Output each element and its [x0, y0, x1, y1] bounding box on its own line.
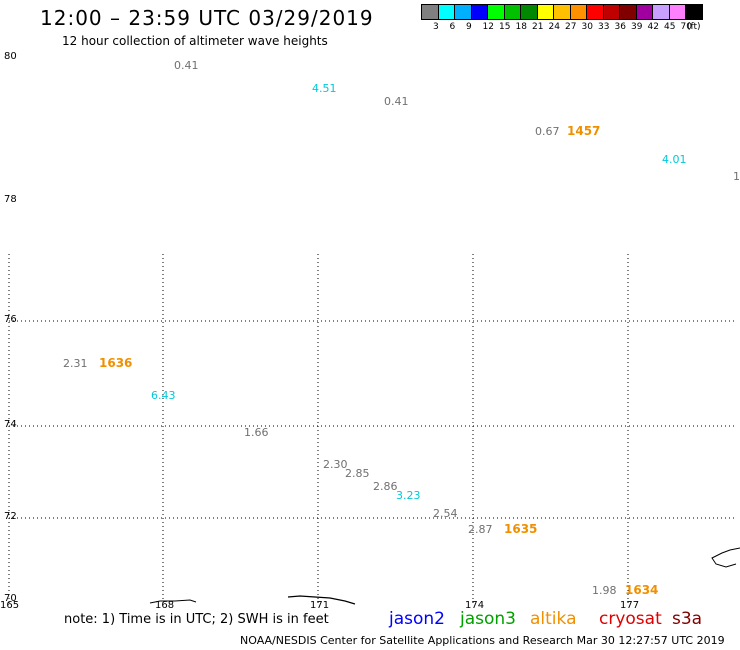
legend-swatch: [619, 4, 637, 20]
wave-height-value: 0.41: [174, 59, 199, 72]
satellite-jason3: jason3: [460, 609, 516, 629]
legend-label: 6: [449, 22, 456, 32]
lon-label-174: 174: [465, 600, 485, 611]
wave-height-value: 2.54: [433, 507, 458, 520]
wave-height-value: 1.98: [592, 584, 617, 597]
lon-label-171: 171: [310, 600, 330, 611]
legend-swatch: [586, 4, 604, 20]
wave-height-value: 1: [733, 170, 740, 183]
units-note: note: 1) Time is in UTC; 2) SWH is in fe…: [64, 612, 329, 627]
pass-time-label: 1634: [625, 583, 659, 597]
legend-label: 15: [499, 22, 511, 32]
legend-label: 21: [532, 22, 544, 32]
map-title: 12:00 – 23:59 UTC 03/29/2019: [40, 6, 374, 30]
wave-height-value: 2.87: [468, 523, 493, 536]
legend-swatch: [569, 4, 587, 20]
lat-label-78: 78: [4, 194, 17, 205]
coastline: [287, 595, 356, 605]
pass-time-label: 1457: [567, 124, 601, 138]
legend-label: 33: [598, 22, 610, 32]
footer-credit: NOAA/NESDIS Center for Satellite Applica…: [240, 634, 725, 647]
legend-label: 24: [548, 22, 560, 32]
legend-label: 39: [631, 22, 643, 32]
wave-height-value: 1.66: [244, 426, 269, 439]
wave-height-value: 6.43: [151, 389, 176, 402]
lon-label-177: 177: [620, 600, 640, 611]
satellite-altika: altika: [530, 609, 577, 629]
wave-height-value: 4.51: [312, 82, 337, 95]
legend-swatch: [487, 4, 505, 20]
meridian-lines: [8, 254, 629, 603]
wave-height-value: 0.41: [384, 95, 409, 108]
legend-swatch: [437, 4, 455, 20]
pass-time-label: 1635: [504, 522, 538, 536]
legend-swatch: [635, 4, 653, 20]
wave-height-value: 0.67: [535, 125, 560, 138]
legend-label: 70: [680, 22, 692, 32]
legend-swatch: [520, 4, 538, 20]
legend-swatch: [685, 4, 703, 20]
lon-label-165: 165: [0, 600, 20, 611]
legend-swatch: [503, 4, 521, 20]
legend-swatch: [536, 4, 554, 20]
coastline: [149, 599, 197, 604]
satellite-cryosat: cryosat: [599, 609, 662, 629]
legend-label: 30: [581, 22, 593, 32]
wave-height-value: 2.30: [323, 458, 348, 471]
wave-height-value: 2.31: [63, 357, 88, 370]
legend-swatch: [553, 4, 571, 20]
legend-label: 3: [433, 22, 439, 32]
legend-label: 42: [647, 22, 659, 32]
color-legend: [421, 4, 703, 20]
parallel-lines: [9, 320, 735, 519]
satellite-jason2: jason2: [389, 609, 445, 629]
legend-swatch: [652, 4, 670, 20]
legend-label: 18: [515, 22, 527, 32]
lat-label-76: 76: [4, 314, 17, 325]
legend-label: 9: [466, 22, 472, 32]
wave-height-value: 4.01: [662, 153, 687, 166]
legend-swatch: [602, 4, 620, 20]
map-area: [8, 254, 740, 605]
wave-height-value: 2.86: [373, 480, 398, 493]
legend-swatch: [454, 4, 472, 20]
legend-label: 12: [482, 22, 494, 32]
legend-label: 36: [614, 22, 626, 32]
satellite-s3a: s3a: [672, 609, 703, 629]
pass-time-label: 1636: [99, 356, 133, 370]
legend-swatch: [470, 4, 488, 20]
coastline: [711, 547, 740, 568]
wave-height-value: 3.23: [396, 489, 421, 502]
legend-label: (ft): [687, 22, 701, 32]
legend-label: 27: [565, 22, 577, 32]
legend-swatch: [668, 4, 686, 20]
legend-swatch: [421, 4, 439, 20]
lat-label-80: 80: [4, 51, 17, 62]
wave-height-value: 2.85: [345, 467, 370, 480]
lat-label-70: 70: [4, 593, 17, 604]
lat-label-72: 72: [4, 511, 17, 522]
lat-label-74: 74: [4, 419, 17, 430]
legend-label: 45: [664, 22, 676, 32]
map-subtitle: 12 hour collection of altimeter wave hei…: [62, 34, 328, 48]
lon-label-168: 168: [155, 600, 175, 611]
